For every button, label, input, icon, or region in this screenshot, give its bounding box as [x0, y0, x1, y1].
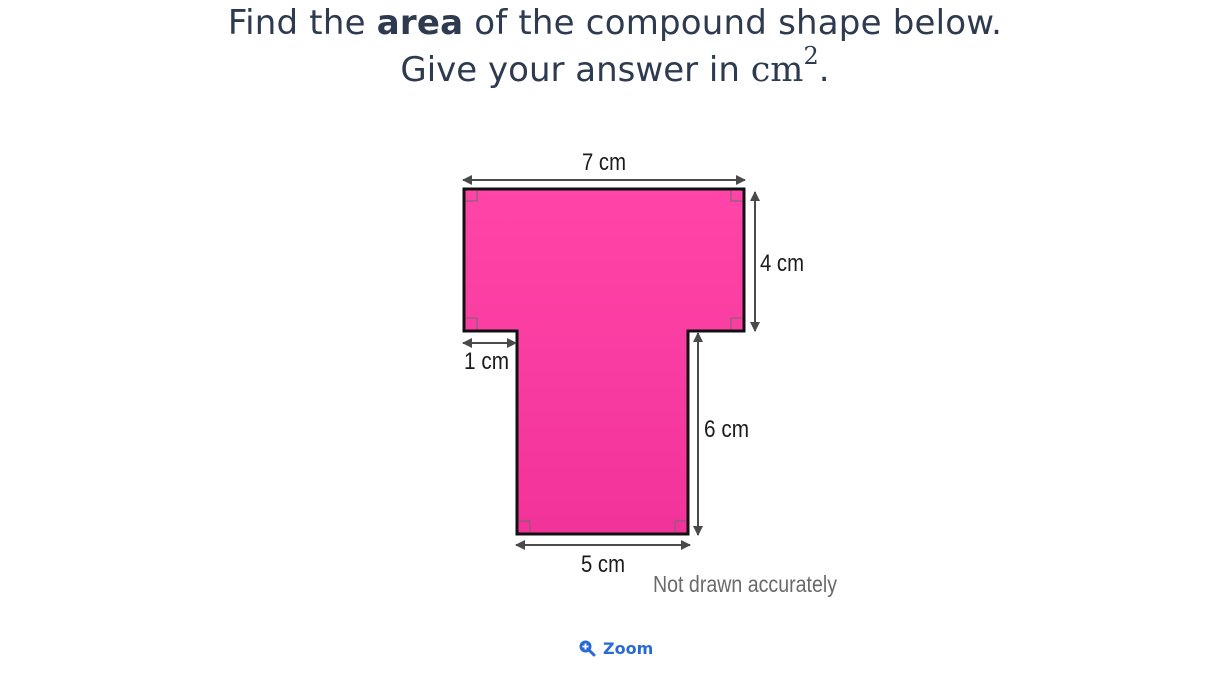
answer-instruction: Give your answer in — [400, 50, 751, 90]
question-keyword-area: area — [376, 3, 464, 43]
dimension-arrows — [462, 175, 760, 550]
right-height-label: 4 cm — [760, 250, 804, 277]
question-text: Find the area of the compound shape belo… — [0, 0, 1230, 94]
answer-unit: cm2 — [750, 44, 819, 90]
top-width-label: 7 cm — [582, 149, 626, 176]
question-prefix: Find the — [227, 3, 377, 43]
question-suffix: of the compound shape below. — [463, 3, 1003, 43]
question-line-2: Give your answer in cm2. — [0, 44, 1230, 94]
stem-height-label: 6 cm — [704, 416, 749, 443]
unit-exponent: 2 — [803, 42, 819, 71]
not-drawn-accurately-note: Not drawn accurately — [653, 571, 837, 597]
zoom-in-icon — [578, 639, 596, 657]
t-shape — [462, 187, 746, 536]
right-angle-mid-left — [466, 317, 478, 329]
zoom-button[interactable]: Zoom — [578, 634, 653, 662]
right-angle-bottom-right — [674, 520, 686, 532]
right-angle-markers — [466, 191, 742, 532]
right-angle-top-left — [466, 191, 478, 202]
bottom-width-label: 5 cm — [581, 551, 625, 578]
answer-period: . — [818, 50, 830, 90]
right-angle-bottom-left — [519, 520, 531, 532]
left-overhang-label: 1 cm — [464, 348, 509, 375]
question-line-1: Find the area of the compound shape belo… — [0, 0, 1230, 47]
zoom-label: Zoom — [603, 638, 654, 658]
unit-base: cm — [750, 50, 804, 90]
right-angle-mid-right — [730, 317, 742, 329]
right-angle-top-right — [730, 191, 742, 202]
